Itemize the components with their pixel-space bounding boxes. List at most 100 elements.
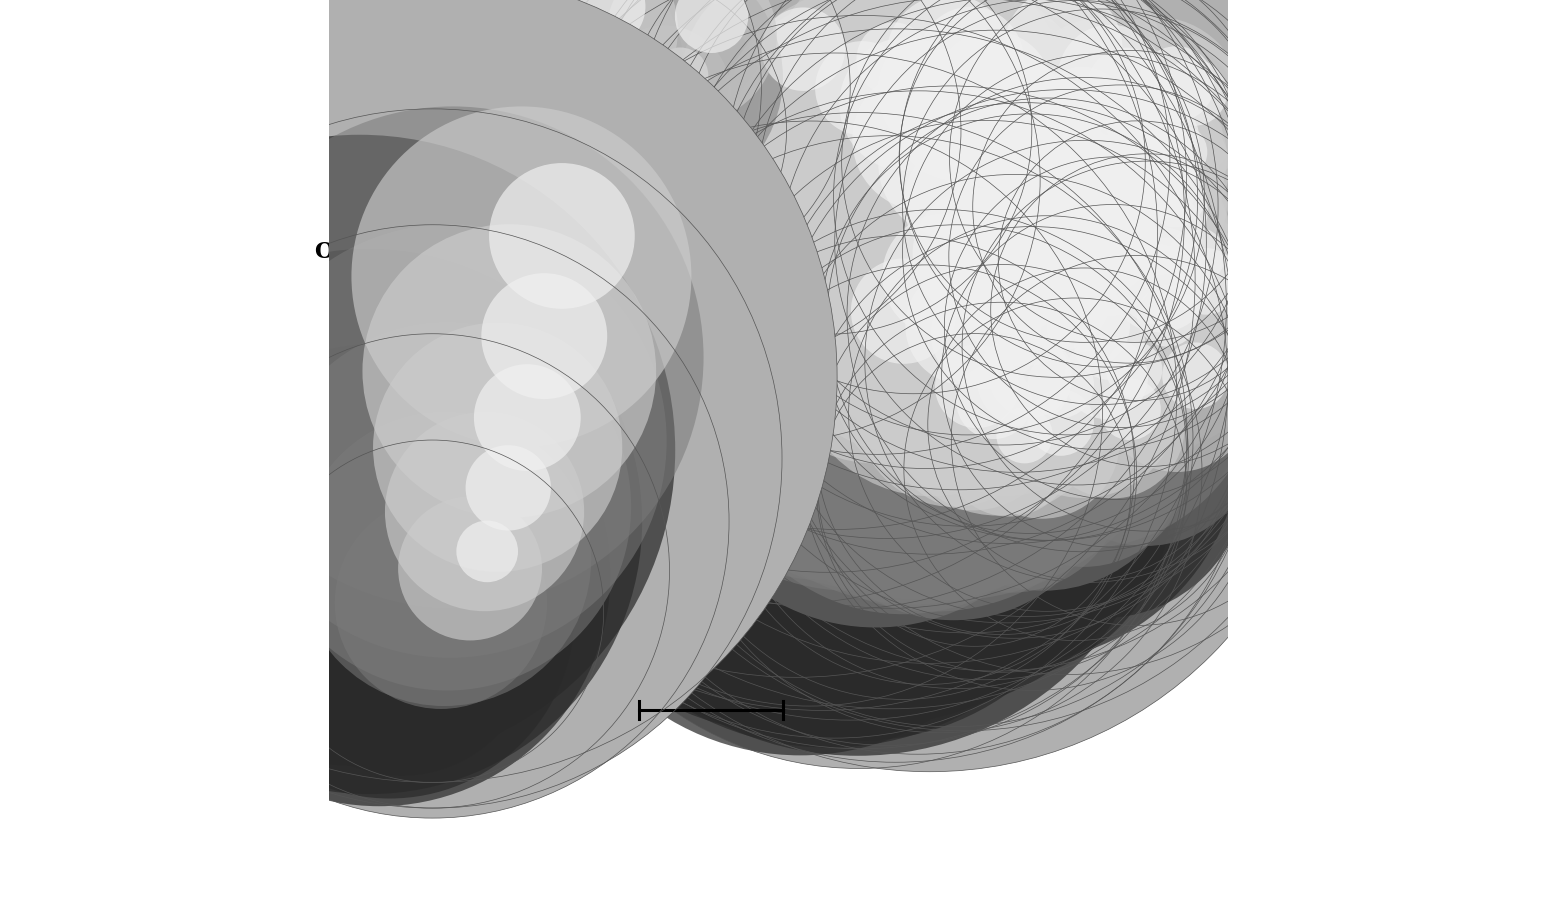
Circle shape <box>257 0 568 244</box>
Circle shape <box>933 31 1053 150</box>
Circle shape <box>262 440 604 783</box>
Circle shape <box>666 35 1090 458</box>
Circle shape <box>956 363 1032 439</box>
Circle shape <box>707 0 1308 544</box>
Circle shape <box>819 13 1119 312</box>
Circle shape <box>900 0 1319 367</box>
Circle shape <box>911 183 1171 443</box>
Circle shape <box>1023 39 1222 238</box>
Circle shape <box>1031 316 1260 546</box>
Circle shape <box>863 32 1169 339</box>
Circle shape <box>584 136 1193 745</box>
Circle shape <box>884 334 1060 511</box>
Circle shape <box>852 200 1130 479</box>
Circle shape <box>824 339 1112 628</box>
Circle shape <box>1144 165 1205 227</box>
Circle shape <box>900 186 1263 548</box>
Circle shape <box>825 213 1172 559</box>
Circle shape <box>489 163 635 308</box>
Circle shape <box>202 106 704 609</box>
Text: Oklahoma Tornadoes Reported: Oklahoma Tornadoes Reported <box>315 241 699 263</box>
Circle shape <box>715 236 1093 614</box>
Circle shape <box>785 207 1241 663</box>
Circle shape <box>856 173 1227 542</box>
Circle shape <box>352 106 691 447</box>
Circle shape <box>782 6 1068 294</box>
Circle shape <box>942 204 1285 547</box>
Circle shape <box>687 58 1143 514</box>
Circle shape <box>497 0 961 362</box>
Circle shape <box>631 0 1085 451</box>
Circle shape <box>710 0 1073 328</box>
Circle shape <box>473 364 581 471</box>
Circle shape <box>822 150 1130 458</box>
Circle shape <box>880 188 1197 506</box>
Circle shape <box>951 255 1322 626</box>
Circle shape <box>529 29 1263 762</box>
Circle shape <box>680 328 1042 690</box>
Circle shape <box>1079 202 1158 281</box>
Circle shape <box>733 317 1096 680</box>
Circle shape <box>702 106 1197 601</box>
Circle shape <box>919 7 1023 112</box>
Circle shape <box>1098 102 1228 234</box>
Circle shape <box>1105 342 1163 397</box>
Circle shape <box>908 31 1235 359</box>
Circle shape <box>998 120 1278 401</box>
Circle shape <box>729 200 1140 611</box>
Circle shape <box>736 4 1193 460</box>
Circle shape <box>534 0 1247 609</box>
Circle shape <box>1042 354 1185 498</box>
Circle shape <box>774 81 1096 402</box>
Circle shape <box>529 0 783 204</box>
Circle shape <box>1018 213 1230 426</box>
Circle shape <box>976 333 1071 427</box>
Circle shape <box>363 224 655 518</box>
Circle shape <box>842 56 1213 425</box>
Circle shape <box>987 120 1233 364</box>
Circle shape <box>939 80 1239 381</box>
Circle shape <box>954 32 1162 240</box>
Circle shape <box>824 377 1112 665</box>
Circle shape <box>856 295 1165 603</box>
Circle shape <box>679 209 1202 733</box>
Circle shape <box>578 76 1149 649</box>
Circle shape <box>1140 237 1202 299</box>
Circle shape <box>945 39 1029 122</box>
Circle shape <box>1001 72 1085 157</box>
Circle shape <box>778 79 1190 490</box>
Circle shape <box>813 136 1211 533</box>
Circle shape <box>652 137 1107 591</box>
Circle shape <box>979 113 1222 357</box>
Circle shape <box>1014 125 1133 245</box>
Circle shape <box>936 39 1230 333</box>
Circle shape <box>682 0 878 170</box>
Circle shape <box>480 37 724 280</box>
Circle shape <box>920 39 1119 238</box>
Circle shape <box>1127 102 1199 174</box>
Circle shape <box>993 88 1222 316</box>
Circle shape <box>1162 343 1228 409</box>
Circle shape <box>975 188 1190 404</box>
Circle shape <box>1104 72 1190 157</box>
Circle shape <box>835 1 1319 485</box>
Circle shape <box>940 63 1070 191</box>
Circle shape <box>263 323 631 690</box>
Circle shape <box>726 4 947 224</box>
Circle shape <box>1127 147 1199 218</box>
Circle shape <box>726 349 1053 676</box>
Circle shape <box>1137 285 1199 347</box>
Circle shape <box>609 0 1250 554</box>
Circle shape <box>724 225 1188 689</box>
Circle shape <box>1169 227 1225 283</box>
Circle shape <box>548 38 1105 594</box>
Circle shape <box>456 521 518 583</box>
Circle shape <box>1099 378 1162 441</box>
Circle shape <box>1065 335 1148 419</box>
Circle shape <box>842 0 1272 378</box>
Circle shape <box>414 40 1035 662</box>
Circle shape <box>816 302 1186 672</box>
Circle shape <box>576 0 1035 445</box>
Circle shape <box>964 363 1119 519</box>
Circle shape <box>621 41 1121 541</box>
